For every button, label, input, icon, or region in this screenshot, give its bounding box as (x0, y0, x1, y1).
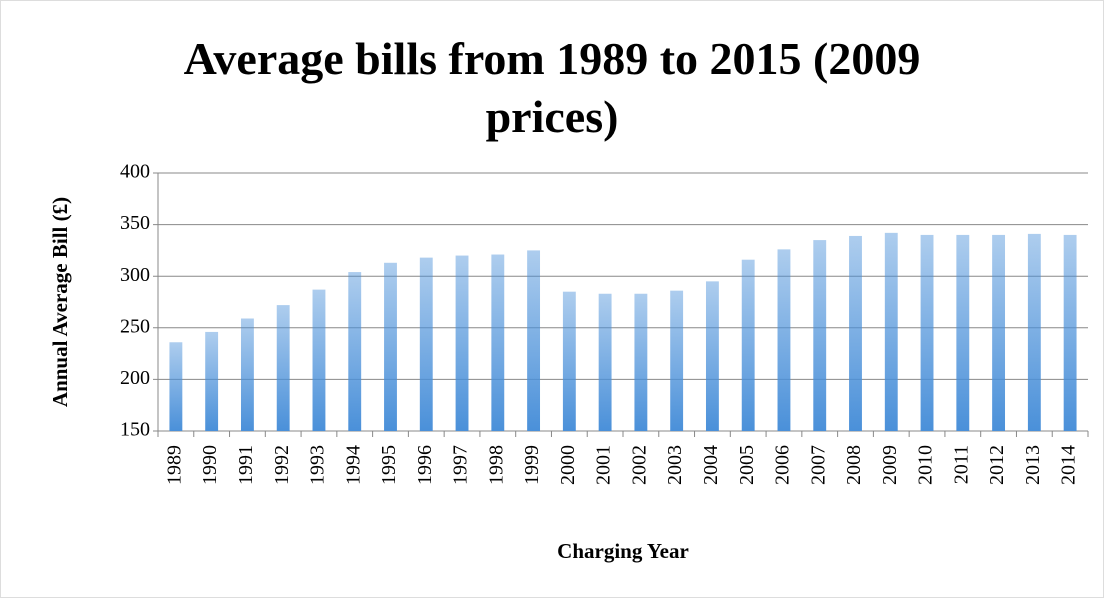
bar (813, 240, 827, 431)
bar (419, 257, 433, 431)
y-tick-label: 250 (120, 315, 150, 337)
bar (956, 234, 970, 431)
x-tick-label: 1991 (235, 445, 257, 485)
bar (598, 293, 612, 431)
bar (312, 289, 326, 431)
x-tick-label: 2009 (879, 445, 901, 485)
x-tick-label: 1989 (163, 445, 185, 485)
y-tick-label: 300 (120, 264, 150, 286)
x-tick-label: 1999 (521, 445, 543, 485)
x-tick-label: 1990 (199, 445, 221, 485)
bar (562, 291, 576, 431)
x-tick-label: 1998 (485, 445, 507, 485)
bar (384, 262, 397, 431)
x-tick-label: 2004 (700, 445, 722, 485)
bar (920, 234, 934, 431)
y-axis-label: Annual Average Bill (£) (48, 197, 72, 407)
x-tick-label: 1994 (342, 445, 364, 485)
x-tick-label: 2014 (1058, 445, 1080, 485)
x-tick-label: 1997 (450, 445, 472, 485)
bar (849, 235, 862, 431)
bar (491, 254, 505, 431)
bar (276, 305, 290, 431)
x-tick-label: 1996 (414, 445, 436, 485)
bar (169, 342, 183, 431)
x-tick-label: 2001 (593, 445, 615, 485)
y-tick-label: 400 (120, 161, 150, 183)
x-tick-label: 2012 (986, 445, 1008, 485)
x-tick-label: 2002 (628, 445, 650, 485)
bar (777, 249, 791, 431)
x-tick-label: 1993 (307, 445, 329, 485)
x-tick-label: 2013 (1022, 445, 1044, 485)
bar (1063, 234, 1077, 431)
bar (992, 234, 1006, 431)
y-tick-label: 150 (120, 419, 150, 441)
x-tick-label: 1992 (271, 445, 293, 485)
x-tick-label: 2005 (736, 445, 758, 485)
bar (741, 259, 755, 431)
bar (670, 290, 684, 431)
y-tick-label: 200 (120, 367, 150, 389)
y-tick-label: 350 (120, 212, 150, 234)
bar (527, 250, 541, 431)
x-tick-label: 2006 (772, 445, 794, 485)
bar (634, 293, 648, 431)
chart-title: Average bills from 1989 to 2015 (2009 pr… (183, 33, 921, 142)
bar (205, 331, 219, 431)
x-tick-label: 2010 (915, 445, 937, 485)
x-tick-label: 2000 (557, 445, 579, 485)
x-tick-label: 2008 (843, 445, 865, 485)
bar (348, 272, 362, 431)
x-tick-label: 2007 (807, 445, 829, 485)
x-tick-label: 2003 (664, 445, 686, 485)
x-axis-label: Charging Year (557, 539, 689, 563)
x-tick-label: 1995 (378, 445, 400, 485)
x-tick-label: 2011 (950, 445, 972, 484)
bar (1027, 233, 1041, 431)
bar (884, 232, 898, 431)
bar (705, 281, 719, 431)
bar (455, 255, 469, 431)
bar (240, 318, 254, 431)
